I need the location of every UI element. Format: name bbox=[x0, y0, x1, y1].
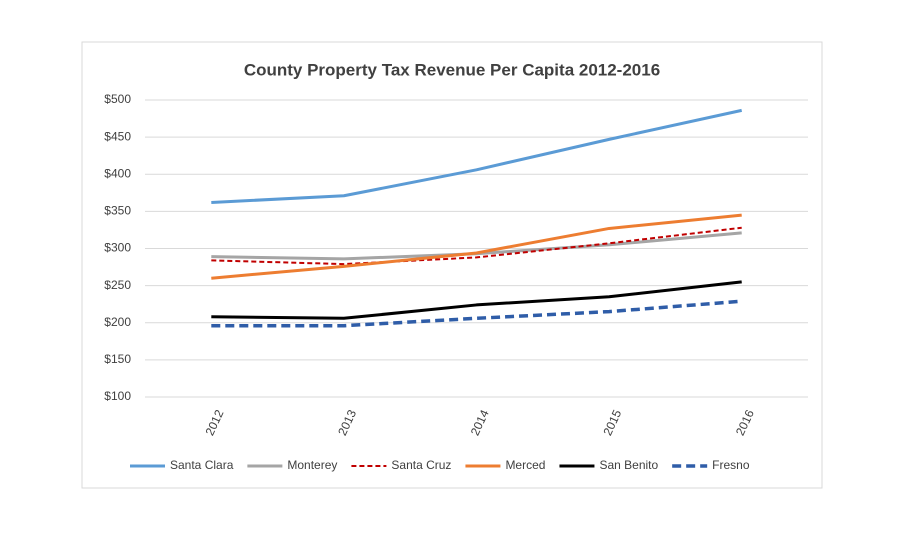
legend-label: Monterey bbox=[287, 458, 337, 472]
y-tick-label: $450 bbox=[104, 129, 131, 143]
y-tick-label: $150 bbox=[104, 352, 131, 366]
legend-label: San Benito bbox=[599, 458, 658, 472]
series-line bbox=[211, 213, 742, 280]
series-line bbox=[211, 226, 742, 266]
series-line bbox=[211, 280, 742, 320]
y-tick-label: $300 bbox=[104, 241, 131, 255]
y-tick-label: $350 bbox=[104, 204, 131, 218]
y-tick-label: $500 bbox=[104, 92, 131, 106]
series-line bbox=[211, 299, 742, 328]
y-tick-label: $250 bbox=[104, 278, 131, 292]
y-tick-label: $200 bbox=[104, 315, 131, 329]
legend-label: Santa Cruz bbox=[391, 458, 451, 472]
chart-frame bbox=[81, 41, 823, 489]
legend-label: Santa Clara bbox=[170, 458, 234, 472]
series-line bbox=[211, 108, 743, 204]
y-tick-label: $100 bbox=[104, 389, 131, 403]
y-tick-label: $400 bbox=[104, 166, 131, 180]
legend-label: Merced bbox=[505, 458, 545, 472]
chart-title: County Property Tax Revenue Per Capita 2… bbox=[244, 60, 660, 79]
legend-label: Fresno bbox=[712, 458, 750, 472]
